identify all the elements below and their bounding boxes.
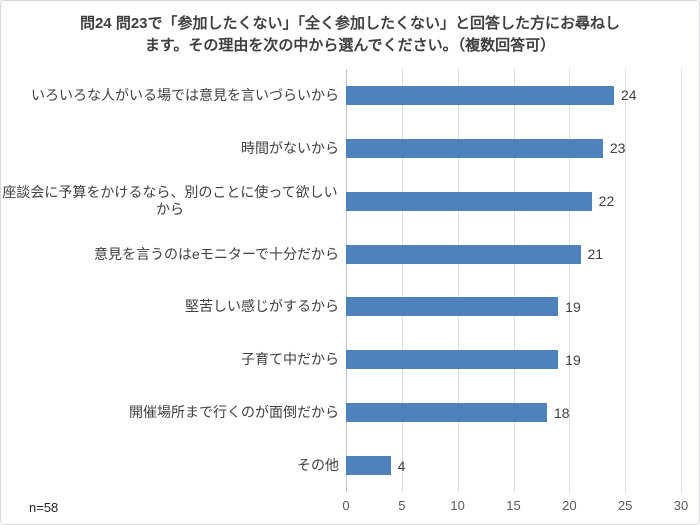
bar — [346, 403, 547, 423]
bar-row: 21 — [346, 228, 681, 281]
bar-value-label: 4 — [397, 457, 406, 474]
bar — [346, 350, 559, 370]
category-label: 子育て中だから — [241, 351, 339, 368]
bar — [346, 138, 603, 158]
category-row: 座談会に予算をかけるなら、別のことに使って欲しいから — [1, 175, 339, 228]
bar-row: 24 — [346, 69, 681, 122]
category-label: 時間がないから — [241, 139, 339, 156]
gridline-20 — [569, 69, 571, 492]
category-label: 意見を言うのはeモニターで十分だから — [94, 245, 339, 262]
x-tick-label-0: 0 — [342, 498, 350, 513]
category-row: その他 — [1, 439, 339, 492]
gridline-5 — [401, 69, 403, 492]
gridline-30 — [681, 69, 682, 492]
bar-row: 4 — [346, 439, 681, 492]
bar-value-label: 24 — [621, 87, 637, 104]
x-tick-label-5: 5 — [398, 498, 406, 513]
category-label: 開催場所まで行くのが面倒だから — [129, 404, 339, 421]
category-label: いろいろな人がいる場では意見を言いづらいから — [31, 86, 339, 103]
gridline-15 — [513, 69, 515, 492]
bar-value-label: 19 — [565, 351, 581, 368]
bar — [346, 85, 614, 105]
x-tick-label-15: 15 — [506, 498, 521, 513]
category-label: 堅苦しい感じがするから — [185, 298, 339, 315]
category-axis-labels: いろいろな人がいる場では意見を言いづらいから時間がないから座談会に予算をかけるな… — [1, 69, 339, 492]
category-row: 子育て中だから — [1, 333, 339, 386]
bar-value-label: 21 — [587, 246, 604, 263]
x-tick-label-30: 30 — [673, 498, 689, 513]
category-row: 意見を言うのはeモニターで十分だから — [1, 228, 339, 281]
bar — [346, 191, 592, 211]
category-row: 時間がないから — [1, 122, 339, 175]
gridline-10 — [457, 69, 459, 492]
plot-area: 24 23 22 21 19 19 18 4 — [346, 69, 682, 492]
bar-row: 23 — [346, 122, 681, 175]
bar-value-label: 23 — [609, 140, 626, 157]
sample-size-note: n=58 — [29, 500, 59, 515]
x-tick-label-10: 10 — [450, 498, 465, 513]
x-axis-tick-labels: 0 5 10 15 20 25 30 — [342, 498, 688, 514]
category-row: いろいろな人がいる場では意見を言いづらいから — [1, 69, 339, 122]
x-tick-label-25: 25 — [617, 498, 633, 513]
bar-row: 18 — [346, 386, 681, 439]
x-tick-label-20: 20 — [562, 498, 577, 513]
chart-title: 問24 問23で「参加したくない」「全く参加したくない」と回答した方にお尋ねし … — [1, 13, 699, 57]
bar-row: 19 — [346, 333, 681, 386]
bar-row: 19 — [346, 281, 681, 334]
bar-value-label: 19 — [565, 298, 581, 315]
bar-rows: 24 23 22 21 19 19 18 4 — [346, 69, 681, 492]
bar-value-label: 22 — [598, 193, 615, 210]
category-row: 堅苦しい感じがするから — [1, 281, 339, 334]
bar — [346, 244, 581, 264]
bar-row: 22 — [346, 175, 681, 228]
bar-value-label: 18 — [554, 404, 570, 421]
category-row: 開催場所まで行くのが面倒だから — [1, 386, 339, 439]
gridline-25 — [625, 69, 627, 492]
value-axis-line — [346, 69, 347, 492]
bar — [346, 456, 391, 476]
chart-title-line-2: ます。その理由を次の中から選んでください。（複数回答可） — [144, 37, 556, 54]
category-label: その他 — [297, 457, 339, 474]
category-label: 座談会に予算をかけるなら、別のことに使って欲しいから — [2, 184, 338, 218]
chart-title-line-1: 問24 問23で「参加したくない」「全く参加したくない」と回答した方にお尋ねし — [79, 15, 621, 32]
bar — [346, 297, 559, 317]
